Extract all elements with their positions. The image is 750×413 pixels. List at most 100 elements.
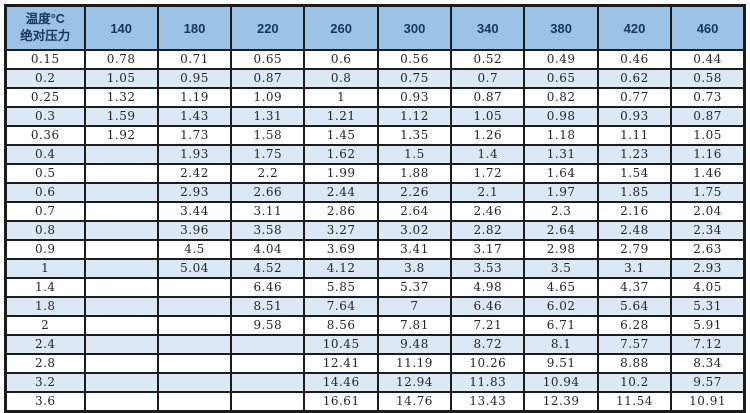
table-cell: 3.96 [156,220,233,241]
table-cell: 1.32 [83,87,159,108]
table-cell: 3.5 [523,258,599,279]
table-cell: 16.61 [303,391,379,413]
table-cell: 2.93 [670,258,746,279]
table-cell: 14.46 [303,372,379,393]
table-cell-empty [83,182,159,203]
table-row: 0.3 1.59 1.43 1.31 1.21 1.12 1.05 0.98 0.93 0.87 [4,106,746,127]
table-cell: 0.93 [376,87,453,108]
table-cell: 0.95 [156,68,233,89]
table-cell: 2.16 [596,201,673,222]
table-cell: 12.94 [376,372,453,393]
table-row: 0.5 2.42 2.2 1.99 1.88 1.72 1.64 1.54 1.46 [4,163,746,184]
table-cell: 2.98 [523,239,599,260]
row-header-pressure: 0.15 [4,49,86,70]
row-header-pressure: 2.4 [4,334,86,355]
table-cell: 2.34 [670,220,746,241]
table-cell-empty [83,353,159,374]
table-cell: 2.3 [523,201,599,222]
column-header-temperature: 420 [596,4,673,51]
table-row: 0.25 1.32 1.19 1.09 1 0.93 0.87 0.82 0.77 0.73 [4,87,746,108]
table-cell: 8.34 [670,353,746,374]
table-cell: 9.58 [230,315,306,336]
row-header-pressure: 0.5 [4,163,86,184]
table-cell: 2.44 [303,182,379,203]
table-cell: 0.87 [450,87,526,108]
table-cell: 9.48 [376,334,453,355]
table-cell: 2.26 [376,182,453,203]
table-row: 2 9.58 8.56 7.81 7.21 6.71 6.28 5.91 [4,315,746,336]
table-cell: 7.57 [596,334,673,355]
table-cell: 0.75 [376,68,453,89]
table-cell: 11.54 [596,391,673,413]
table-cell: 1.45 [303,125,379,146]
table-row: 2.8 12.41 11.19 10.26 9.51 8.88 8.34 [4,353,746,374]
table-cell: 0.44 [670,49,746,70]
table-cell: 0.73 [670,87,746,108]
table-cell: 0.46 [596,49,673,70]
table-cell: 1.18 [523,125,599,146]
table-cell: 3.8 [376,258,453,279]
table-cell: 1.46 [670,163,746,184]
table-cell: 1.31 [230,106,306,127]
table-cell: 5.37 [376,277,453,298]
table-cell: 2.1 [450,182,526,203]
table-cell: 9.51 [523,353,599,374]
table-cell: 1.05 [670,125,746,146]
table-cell: 7 [376,296,453,317]
column-header-temperature: 220 [230,4,306,51]
table-cell: 1.43 [156,106,233,127]
table-cell-empty [83,296,159,317]
table-cell: 0.65 [230,49,306,70]
table-cell-empty [83,239,159,260]
table-cell: 2.64 [523,220,599,241]
table-cell: 1.11 [596,125,673,146]
table-cell-empty [83,163,159,184]
table-cell: 10.45 [303,334,379,355]
column-header-temperature: 340 [450,4,526,51]
table-cell: 1.93 [156,144,233,165]
row-header-pressure: 0.2 [4,68,86,89]
table-cell: 4.98 [450,277,526,298]
table-cell: 10.94 [523,372,599,393]
table-cell: 0.56 [376,49,453,70]
table-cell: 6.46 [230,277,306,298]
table-cell: 1.26 [450,125,526,146]
table-cell: 1.75 [670,182,746,203]
column-header-temperature: 180 [156,4,233,51]
table-cell: 4.5 [156,239,233,260]
column-header-temperature: 140 [83,4,159,51]
table-cell-empty [83,258,159,279]
pressure-temperature-table: 温度°C 绝对压力 140 180 220 260 300 340 380 420 460 0.… [4,4,746,413]
table-cell: 0.8 [303,68,379,89]
table-row: 0.36 1.92 1.73 1.58 1.45 1.35 1.26 1.18 1.11 1.05 [4,125,746,146]
table-cell-empty [156,334,233,355]
row-header-pressure: 1.8 [4,296,86,317]
table-cell: 1.4 [450,144,526,165]
table-cell-empty [83,391,159,413]
table-cell: 3.1 [596,258,673,279]
table-cell: 0.49 [523,49,599,70]
table-cell: 0.93 [596,106,673,127]
table-cell: 2.79 [596,239,673,260]
table-cell: 10.91 [670,391,746,413]
table-cell: 6.71 [523,315,599,336]
table-cell: 1.99 [303,163,379,184]
table-cell: 1.12 [376,106,453,127]
table-cell: 1.54 [596,163,673,184]
row-header-pressure: 2 [4,315,86,336]
table-cell: 4.65 [523,277,599,298]
table-cell: 2.86 [303,201,379,222]
table-cell: 14.76 [376,391,453,413]
table-body: 0.15 0.78 0.71 0.65 0.6 0.56 0.52 0.49 0.46 0.44 0… [4,49,746,413]
table-cell: 7.21 [450,315,526,336]
table-row: 0.15 0.78 0.71 0.65 0.6 0.56 0.52 0.49 0.46 0.44 [4,49,746,70]
table-cell: 0.6 [303,49,379,70]
table-cell-empty [83,372,159,393]
table-cell: 3.44 [156,201,233,222]
row-header-pressure: 0.7 [4,201,86,222]
table-cell: 1.05 [83,68,159,89]
table-cell: 1.21 [303,106,379,127]
table-cell: 9.57 [670,372,746,393]
row-header-pressure: 3.2 [4,372,86,393]
table-cell: 2.2 [230,163,306,184]
